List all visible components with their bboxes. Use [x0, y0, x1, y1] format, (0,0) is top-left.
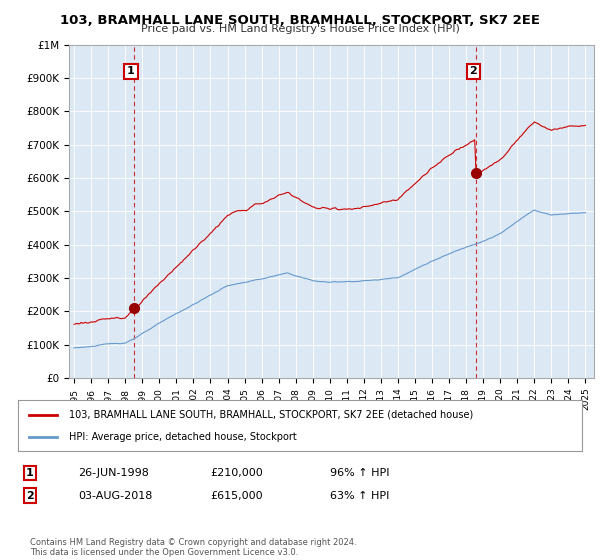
- Text: 1: 1: [26, 468, 34, 478]
- Text: £210,000: £210,000: [210, 468, 263, 478]
- Text: Contains HM Land Registry data © Crown copyright and database right 2024.
This d: Contains HM Land Registry data © Crown c…: [30, 538, 356, 557]
- Text: 2: 2: [26, 491, 34, 501]
- Text: £615,000: £615,000: [210, 491, 263, 501]
- Text: 1: 1: [127, 67, 135, 77]
- Text: 03-AUG-2018: 03-AUG-2018: [78, 491, 152, 501]
- Text: 2: 2: [470, 67, 478, 77]
- Text: 63% ↑ HPI: 63% ↑ HPI: [330, 491, 389, 501]
- Text: 103, BRAMHALL LANE SOUTH, BRAMHALL, STOCKPORT, SK7 2EE: 103, BRAMHALL LANE SOUTH, BRAMHALL, STOC…: [60, 14, 540, 27]
- Text: 96% ↑ HPI: 96% ↑ HPI: [330, 468, 389, 478]
- Text: Price paid vs. HM Land Registry's House Price Index (HPI): Price paid vs. HM Land Registry's House …: [140, 24, 460, 34]
- Text: 26-JUN-1998: 26-JUN-1998: [78, 468, 149, 478]
- Text: 103, BRAMHALL LANE SOUTH, BRAMHALL, STOCKPORT, SK7 2EE (detached house): 103, BRAMHALL LANE SOUTH, BRAMHALL, STOC…: [69, 409, 473, 419]
- Text: HPI: Average price, detached house, Stockport: HPI: Average price, detached house, Stoc…: [69, 432, 296, 442]
